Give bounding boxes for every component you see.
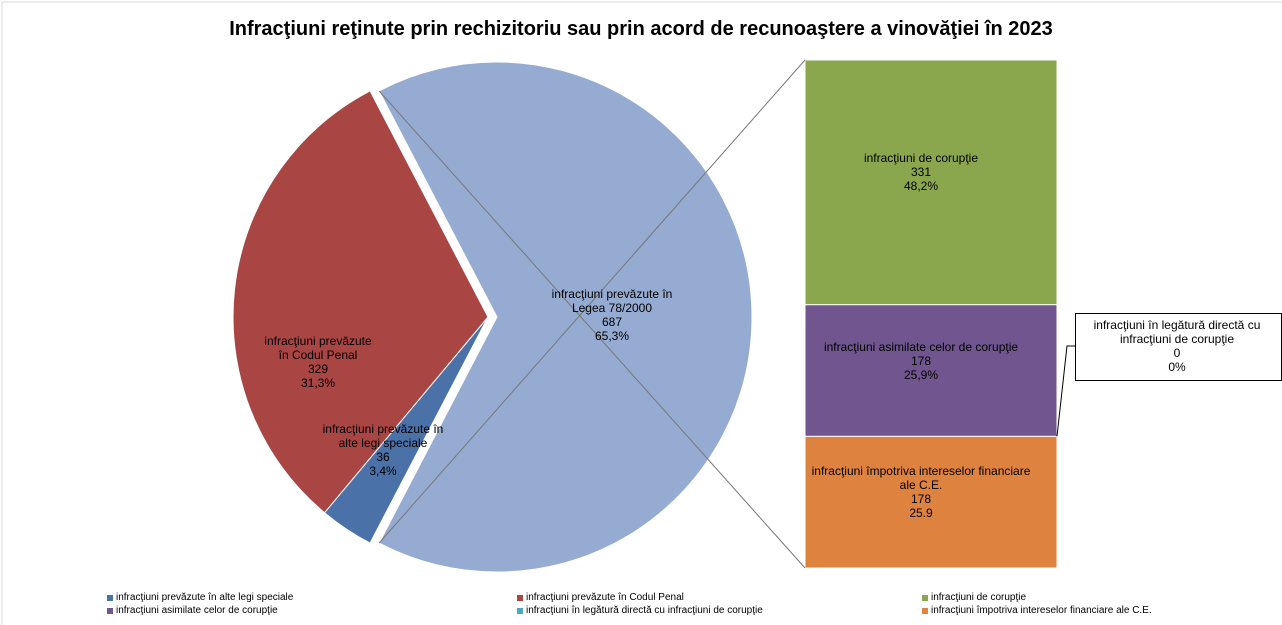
bar-data-label: infracţiuni împotriva intereselor financ… [806,464,1036,520]
slice-name: infracţiuni prevăzute în alte legi speci… [322,422,444,450]
pie-data-label: infracţiuni prevăzute în alte legi speci… [318,422,448,478]
slice-value: 36 [376,450,390,464]
segment-name: infracţiuni asimilate celor de corupţie [823,339,1019,354]
segment-name: infracţiuni în legătură directă cu infra… [1093,318,1261,346]
segment-name: infracţiuni de corupţie [863,151,979,166]
legend-swatch [107,607,113,614]
legend-swatch [517,607,523,614]
legend-label: infracţiuni în legătură directă cu infra… [526,605,763,616]
legend-item: infracţiuni asimilate celor de corupţie [107,605,278,616]
slice-percent: 3,4% [369,464,397,478]
legend-item: infracţiuni de corupţie [922,592,1026,603]
slice-value: 329 [307,362,329,376]
legend-item: infracţiuni în legătură directă cu infra… [517,605,763,616]
segment-value: 178 [910,353,932,368]
bar-segment [804,304,1058,437]
slice-percent: 31,3% [300,376,336,390]
segment-value: 178 [910,492,932,507]
segment-percent: 25,9% [903,367,939,382]
bar-segment [804,59,1058,306]
slice-name: infracţiuni prevăzute în Codul Penal [264,334,372,362]
segment-percent: 25.9 [909,506,933,521]
connector [378,59,806,544]
bar-data-label: infracţiuni de corupţie 331 48,2% [821,151,1021,193]
legend-label: infracţiuni împotriva intereselor financ… [931,605,1152,616]
callout-box [1075,313,1282,381]
bar-data-label: infracţiuni în legătură directă cu infra… [1075,318,1280,374]
connector [378,90,806,569]
legend-label: infracţiuni asimilate celor de corupţie [116,605,278,616]
slice-value: 687 [601,315,623,329]
pie-data-label: infracţiuni prevăzute în Legea 78/2000 68… [542,287,682,343]
segment-percent: 0% [1168,360,1186,374]
bar-segment [804,435,1058,569]
chart-title: Infracţiuni reţinute prin rechizitoriu s… [229,18,1053,40]
legend-item: infracţiuni prevăzute în Codul Penal [517,592,684,603]
segment-value: 331 [910,165,932,180]
pie-slice [232,90,489,514]
legend-swatch [922,594,928,601]
legend-swatch [517,594,523,601]
legend-item: infracţiuni prevăzute în alte legi speci… [107,592,293,603]
slice-percent: 65,3% [594,329,630,343]
bar-data-label: infracţiuni asimilate celor de corupţie 1… [801,340,1041,382]
legend-label: infracţiuni de corupţie [931,592,1027,603]
segment-percent: 48,2% [903,179,939,194]
pie-slice [378,61,753,573]
legend-label: infracţiuni prevăzute în alte legi speci… [116,592,294,603]
segment-value: 0 [1173,346,1181,360]
legend-item: infracţiuni împotriva intereselor financ… [922,605,1152,616]
slice-name: infracţiuni prevăzute în Legea 78/2000 [551,287,673,315]
leader-line [1056,345,1075,437]
pie-data-label: infracţiuni prevăzute în Codul Penal 329 3… [263,334,373,390]
segment-name: infracţiuni împotriva intereselor financ… [811,464,1031,493]
legend-swatch [107,594,113,601]
legend-label: infracţiuni prevăzute în Codul Penal [526,592,684,603]
legend-swatch [922,607,928,614]
